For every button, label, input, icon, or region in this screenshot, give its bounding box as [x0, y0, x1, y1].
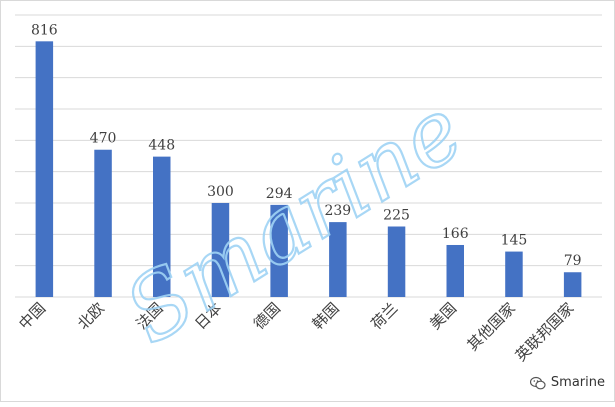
category-tick-label: 北欧	[74, 299, 108, 333]
wechat-icon	[529, 376, 546, 389]
category-tick-label: 荷兰	[367, 299, 401, 333]
data-label: 470	[90, 131, 117, 147]
bar	[329, 222, 347, 297]
data-label: 166	[442, 226, 469, 242]
category-tick-label: 英联邦国家	[512, 299, 578, 365]
data-label: 448	[148, 138, 175, 154]
data-label: 300	[207, 184, 234, 200]
bar	[211, 203, 230, 297]
category-tick-label: 韩国	[309, 299, 343, 333]
bar	[270, 204, 288, 297]
bar	[387, 226, 406, 297]
bar	[94, 149, 112, 297]
bar	[563, 272, 582, 297]
bar	[35, 41, 54, 297]
data-label: 225	[383, 208, 410, 224]
brand-name: Smarine	[550, 375, 605, 390]
data-label: 79	[564, 253, 582, 269]
category-tick-label: 中国	[15, 299, 49, 333]
data-label: 294	[266, 186, 293, 202]
data-label: 816	[31, 22, 58, 38]
brand-watermark: Smarine	[529, 375, 605, 390]
data-label: 145	[501, 233, 528, 249]
bar	[153, 156, 171, 297]
bar	[505, 251, 523, 297]
category-tick-label: 美国	[426, 299, 460, 333]
data-label: 239	[324, 203, 351, 219]
category-tick-label: 其他国家	[464, 299, 519, 354]
bar	[446, 244, 464, 297]
